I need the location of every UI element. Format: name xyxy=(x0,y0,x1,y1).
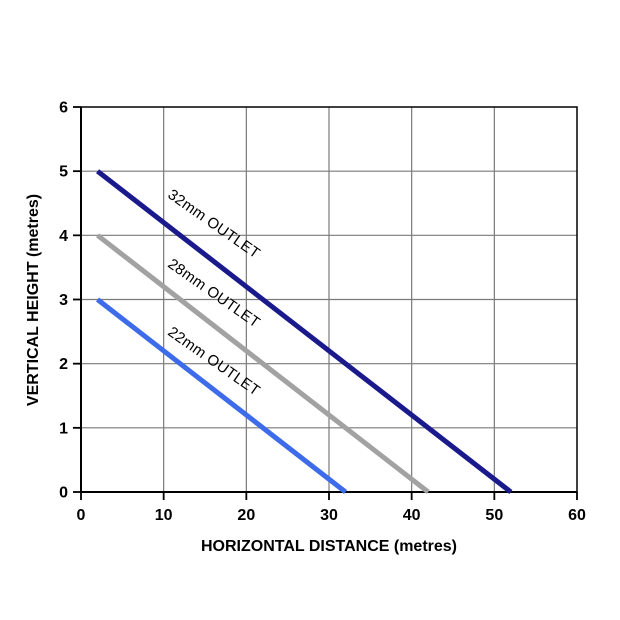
series-line-22mm-outlet xyxy=(96,297,348,494)
series-label-28mm-outlet: 28mm OUTLET xyxy=(165,255,263,331)
x-axis-title: HORIZONTAL DISTANCE (metres) xyxy=(200,538,457,555)
x-tick-label: 30 xyxy=(320,507,338,524)
series-line-32mm-outlet xyxy=(96,169,513,494)
x-tick-label: 0 xyxy=(77,507,86,524)
x-tick-label: 50 xyxy=(485,507,503,524)
series-label-32mm-outlet: 32mm OUTLET xyxy=(165,186,263,262)
y-tick-label: 4 xyxy=(59,228,68,245)
x-tick-label: 10 xyxy=(155,507,173,524)
y-tick-label: 5 xyxy=(59,164,68,181)
y-tick-label: 6 xyxy=(59,100,68,117)
x-tick-label: 40 xyxy=(403,507,421,524)
y-tick-label: 0 xyxy=(59,485,68,502)
y-tick-label: 1 xyxy=(59,420,68,437)
x-tick-label: 20 xyxy=(237,507,255,524)
x-tick-label: 60 xyxy=(568,507,586,524)
y-tick-label: 3 xyxy=(59,292,68,309)
y-tick-label: 2 xyxy=(59,356,68,373)
y-axis-title: VERTICAL HEIGHT (metres) xyxy=(25,193,42,407)
series-line-28mm-outlet xyxy=(96,233,430,494)
